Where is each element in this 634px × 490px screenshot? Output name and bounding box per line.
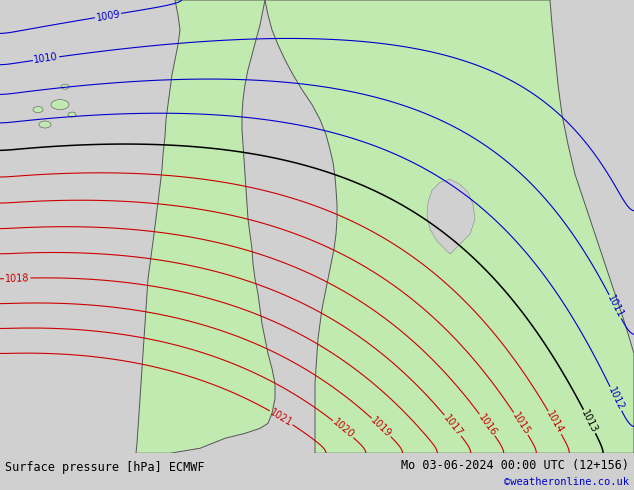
Text: 1014: 1014 [545,410,566,436]
Ellipse shape [61,84,69,89]
Text: 1021: 1021 [268,407,294,428]
Text: 1019: 1019 [369,415,394,440]
Polygon shape [136,0,275,453]
Text: 1012: 1012 [606,386,626,412]
Text: 1018: 1018 [5,273,30,284]
Text: 1010: 1010 [33,52,59,65]
Text: Surface pressure [hPa] ECMWF: Surface pressure [hPa] ECMWF [5,462,205,474]
Ellipse shape [51,99,69,110]
Ellipse shape [68,112,76,117]
Text: 1015: 1015 [510,411,532,437]
Polygon shape [427,179,475,254]
Ellipse shape [33,107,43,113]
Text: 1020: 1020 [330,417,356,441]
Text: 1013: 1013 [579,408,600,435]
Text: 1009: 1009 [95,9,121,23]
Text: ©weatheronline.co.uk: ©weatheronline.co.uk [504,477,629,487]
Text: 1017: 1017 [441,413,465,438]
Polygon shape [265,0,634,453]
Text: 1016: 1016 [476,412,498,438]
Text: 1011: 1011 [605,294,625,320]
Text: Mo 03-06-2024 00:00 UTC (12+156): Mo 03-06-2024 00:00 UTC (12+156) [401,459,629,471]
Ellipse shape [39,121,51,128]
